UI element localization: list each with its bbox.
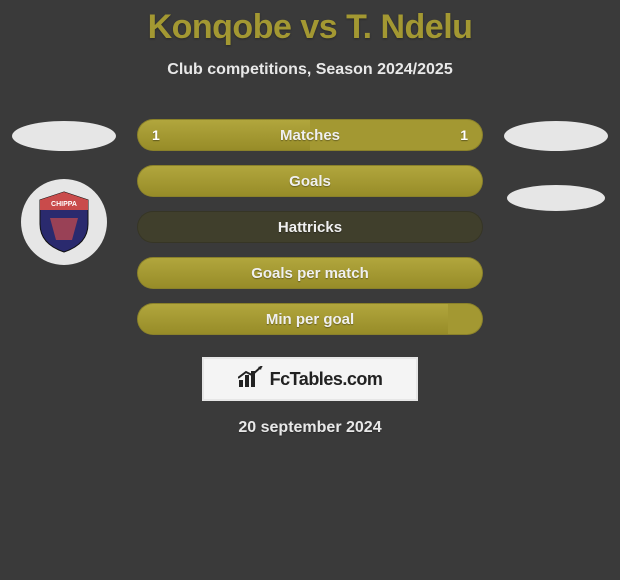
site-logo[interactable]: FcTables.com — [202, 357, 418, 401]
stat-bar-4: Min per goal — [137, 303, 483, 335]
logo-text: FcTables.com — [270, 369, 383, 390]
stat-bar-3: Goals per match — [137, 257, 483, 289]
page-title: Konqobe vs T. Ndelu — [0, 0, 620, 47]
stat-bar-2: Hattricks — [137, 211, 483, 243]
bar-label: Goals per match — [251, 265, 369, 282]
club-badge-left: CHIPPA — [21, 179, 107, 265]
player-avatar-right — [504, 121, 608, 151]
right-player-col — [501, 119, 611, 211]
bar-label: Hattricks — [278, 219, 342, 236]
stat-bar-0: Matches 1 1 — [137, 119, 483, 151]
bar-label: Min per goal — [266, 311, 354, 328]
subtitle: Club competitions, Season 2024/2025 — [0, 61, 620, 79]
comparison-chart: CHIPPA Matches 1 1 Goals Hattricks Goals per … — [0, 119, 620, 335]
bar-chart-icon — [238, 366, 264, 393]
bar-label: Matches — [280, 127, 340, 144]
left-player-col: CHIPPA — [9, 119, 119, 265]
svg-text:CHIPPA: CHIPPA — [51, 201, 77, 208]
bar-label: Goals — [289, 173, 331, 190]
date: 20 september 2024 — [0, 419, 620, 437]
stat-bar-1: Goals — [137, 165, 483, 197]
bar-value-left: 1 — [152, 127, 160, 143]
player-avatar-left — [12, 121, 116, 151]
bar-value-right: 1 — [460, 127, 468, 143]
shield-icon: CHIPPA — [36, 190, 92, 254]
stat-bars: Matches 1 1 Goals Hattricks Goals per match Mi… — [137, 119, 483, 335]
club-badge-right — [507, 185, 605, 211]
